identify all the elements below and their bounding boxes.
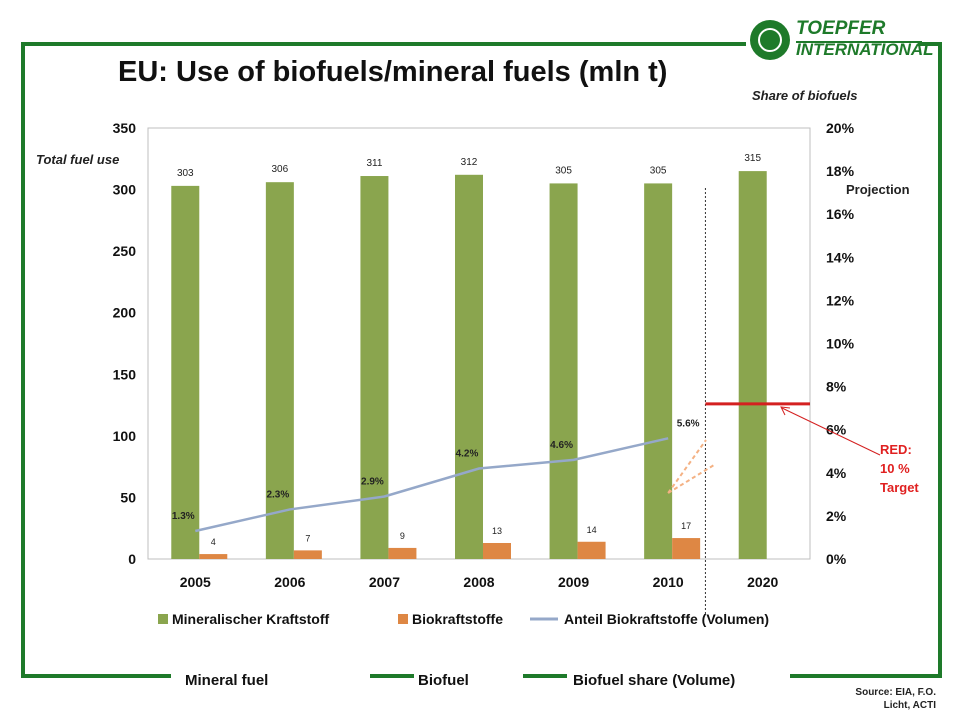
target-arrow-head: [780, 406, 791, 416]
source-note: Source: EIA, F.O. Licht, ACTI: [820, 686, 936, 712]
bar-biofuel: [672, 538, 701, 559]
bar-biofuel: [577, 541, 606, 559]
left-tick-label: 200: [113, 305, 137, 321]
right-tick-label: 12%: [826, 292, 855, 308]
bar-mineral: [549, 183, 578, 559]
share-line: [195, 437, 669, 533]
right-tick-label: 4%: [826, 465, 847, 481]
x-tick-label: 2005: [180, 574, 211, 590]
right-tick-label: 20%: [826, 120, 855, 136]
legend-swatch: [398, 614, 408, 624]
legend-swatch: [158, 614, 168, 624]
right-tick-label: 2%: [826, 508, 847, 524]
frame-bottom-left: [21, 674, 171, 678]
bar-biofuel-label: 17: [681, 521, 691, 531]
x-tick-label: 2009: [558, 574, 589, 590]
legend-label: Biokraftstoffe: [412, 611, 503, 627]
left-tick-label: 0: [128, 551, 136, 567]
bar-mineral-label: 311: [366, 158, 382, 169]
bar-mineral: [738, 171, 767, 559]
bar-mineral: [644, 183, 673, 559]
bar-mineral: [265, 182, 294, 559]
target-note-line1: RED:: [880, 442, 912, 457]
legend-label: Mineralischer Kraftstoff: [172, 611, 329, 627]
bar-mineral: [455, 174, 483, 559]
frame-right: [938, 42, 942, 678]
x-tick-label: 2006: [274, 574, 305, 590]
target-note-line3: Target: [880, 480, 919, 495]
share-data-label: 2.9%: [361, 477, 384, 488]
share-data-label: 4.6%: [550, 440, 573, 451]
bar-mineral-label: 312: [461, 157, 478, 168]
left-axis-label: Total fuel use: [36, 152, 120, 167]
bottom-label-biofuel: Biofuel: [418, 672, 469, 689]
right-axis-label: Share of biofuels: [752, 88, 858, 103]
company-logo: TOEPFER INTERNATIONAL: [748, 14, 938, 66]
right-tick-label: 16%: [826, 206, 855, 222]
bar-biofuel: [293, 550, 322, 559]
x-tick-label: 2007: [369, 574, 400, 590]
bar-mineral-label: 315: [744, 153, 761, 164]
bar-biofuel: [388, 547, 417, 559]
frame-top: [21, 42, 746, 46]
frame-bottom-mid2: [523, 674, 567, 678]
projection-arrow-high: [667, 439, 707, 494]
bar-mineral-label: 303: [177, 168, 194, 179]
bar-biofuel: [199, 554, 228, 559]
share-data-label: 1.3%: [172, 511, 195, 522]
x-tick-label: 2020: [747, 574, 778, 590]
projection-arrow-low: [667, 464, 715, 494]
left-tick-label: 300: [113, 182, 137, 198]
frame-left: [21, 42, 25, 678]
right-tick-label: 6%: [826, 422, 847, 438]
bar-mineral-label: 305: [650, 165, 667, 176]
share-data-label: 4.2%: [456, 448, 479, 459]
bottom-label-share: Biofuel share (Volume): [573, 672, 736, 689]
target-note-line2: 10 %: [880, 461, 910, 476]
left-tick-label: 150: [113, 366, 137, 382]
left-tick-label: 100: [113, 428, 137, 444]
logo-globe-icon: [750, 20, 790, 60]
right-tick-label: 8%: [826, 379, 847, 395]
projection-label: Projection: [846, 182, 910, 197]
bar-mineral-label: 306: [272, 164, 289, 175]
right-tick-label: 14%: [826, 249, 855, 265]
x-tick-label: 2010: [653, 574, 684, 590]
bar-biofuel-label: 14: [587, 525, 597, 535]
bar-mineral: [171, 185, 200, 559]
logo-text-line1: TOEPFER: [796, 18, 886, 39]
logo-rule: [796, 41, 922, 43]
bar-biofuel-label: 9: [400, 531, 405, 541]
legend-label: Anteil Biokraftstoffe (Volumen): [564, 611, 769, 627]
left-tick-label: 250: [113, 243, 137, 259]
frame-bottom-mid: [370, 674, 414, 678]
left-tick-label: 50: [120, 489, 136, 505]
bottom-label-mineral: Mineral fuel: [185, 672, 269, 689]
bar-biofuel: [483, 542, 511, 559]
bar-biofuel-label: 4: [211, 537, 216, 547]
bar-mineral-label: 305: [555, 165, 572, 176]
page-title: EU: Use of biofuels/mineral fuels (mln t…: [118, 56, 668, 88]
bar-biofuel-label: 13: [492, 526, 502, 536]
left-tick-label: 350: [113, 120, 137, 136]
logo-text-line2: INTERNATIONAL: [796, 40, 934, 59]
frame-bottom-right: [790, 674, 942, 678]
share-data-label: 2.3%: [266, 489, 289, 500]
bar-mineral: [360, 176, 389, 560]
target-arrow: [781, 407, 881, 456]
right-tick-label: 0%: [826, 551, 847, 567]
source-line1: Source: EIA, F.O.: [855, 687, 936, 698]
frame-top-right: [918, 42, 942, 46]
share-data-label: 5.6%: [677, 418, 700, 429]
source-line2: Licht, ACTI: [883, 700, 936, 711]
target-note: RED: 10 % Target: [880, 440, 919, 497]
bar-biofuel-label: 7: [305, 533, 310, 543]
right-tick-label: 18%: [826, 163, 855, 179]
x-tick-label: 2008: [463, 574, 494, 590]
right-tick-label: 10%: [826, 336, 855, 352]
